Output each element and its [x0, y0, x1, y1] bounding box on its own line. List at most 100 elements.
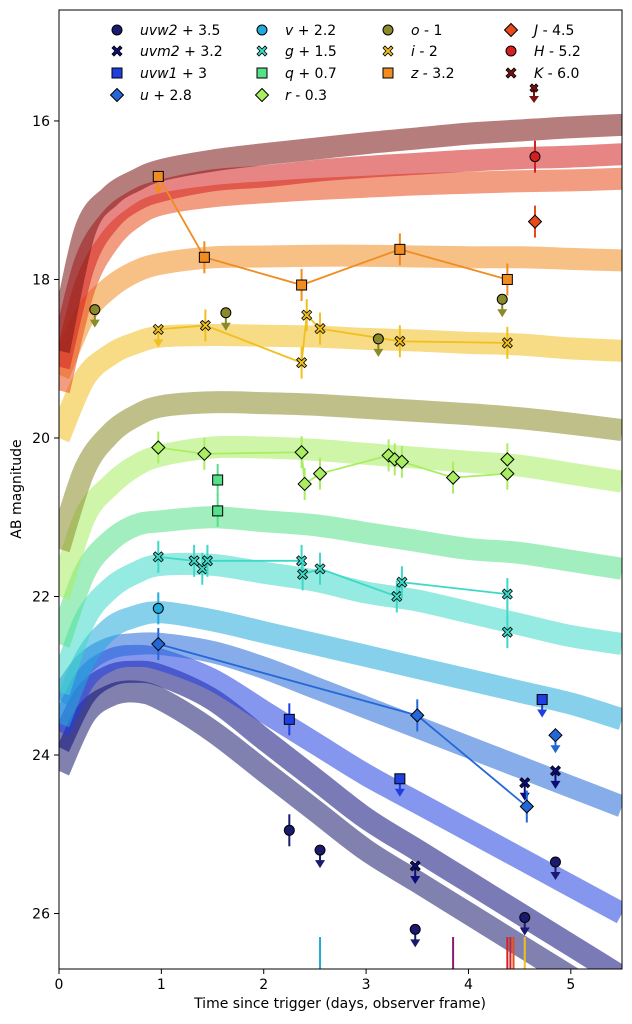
- point-v-2-2-0: [152, 602, 164, 614]
- legend-k-6-0-symbol: [505, 67, 517, 79]
- model-band-h-5-2: [59, 143, 622, 370]
- legend-v-2-2-symbol: [256, 24, 268, 36]
- observation-markers: [319, 937, 526, 969]
- y-tick-label-24: 24: [32, 748, 50, 764]
- point-g-1-5-8: [396, 576, 408, 588]
- point-i-2-4-mark: [394, 335, 406, 347]
- legend-o-1-symbol-mark: [382, 24, 394, 36]
- point-q-0-7-1: [212, 505, 224, 517]
- legend-k-6-0-symbol-mark: [505, 67, 517, 79]
- point-u-2-8-1-mark: [410, 708, 425, 723]
- limit-arrow-uvw2-3-5-0: [315, 860, 326, 869]
- point-i-2-0-mark: [199, 319, 211, 332]
- limit-arrow-o-1-0: [89, 319, 100, 328]
- limit-point-o-1-2: [372, 333, 384, 345]
- point-g-1-5-5: [297, 568, 309, 580]
- point-r-0-3-4-mark: [312, 466, 328, 481]
- point-v-2-2-0-mark: [152, 602, 164, 614]
- point-z-3-2-3: [501, 273, 513, 285]
- limit-point-o-1-1-mark: [220, 307, 232, 319]
- point-g-1-5-7: [391, 590, 403, 603]
- limit-point-uvw1-3-0: [394, 773, 406, 785]
- x-tick-label-4: 4: [464, 977, 473, 993]
- point-j-4-5-0: [527, 214, 543, 229]
- point-uvw2-3-5-0-mark: [283, 824, 295, 836]
- point-i-2-3: [314, 323, 326, 335]
- legend-uvw1-3-label: uvw1 + 3: [140, 66, 207, 82]
- limit-point-uvw2-3-5-1: [409, 923, 421, 935]
- point-g-1-5-0: [152, 551, 164, 563]
- limit-point-uvw1-3-0-mark: [394, 773, 406, 785]
- model-bands: [59, 113, 622, 969]
- point-q-0-7-0: [212, 474, 224, 486]
- legend-uvw2-3-5-symbol: [111, 24, 123, 36]
- limit-point-o-1-1: [220, 307, 232, 319]
- y-tick-label-20: 20: [32, 431, 50, 447]
- point-j-4-5-0-mark: [527, 214, 543, 229]
- point-g-1-5-8-mark: [396, 576, 408, 588]
- limit-point-uvw2-3-5-2: [519, 911, 531, 923]
- model-band-uvm2-3-2: [59, 660, 622, 969]
- limit-point-uvw2-3-5-0: [314, 844, 326, 856]
- y-tick-label-18: 18: [32, 272, 50, 288]
- point-i-2-5-mark: [501, 337, 513, 349]
- point-i-2-2-mark: [301, 309, 313, 321]
- limit-point-i-2-0-mark: [152, 323, 164, 335]
- legend-uvw1-3-symbol: [111, 67, 123, 79]
- legend-j-4-5-symbol: [503, 22, 519, 38]
- legend-g-1-5-symbol-mark: [256, 45, 268, 57]
- x-tick-label-1: 1: [157, 977, 166, 993]
- legend-i-2-label: i - 2: [411, 44, 438, 60]
- legend-uvm2-3-2-symbol: [111, 45, 123, 57]
- legend-v-2-2-label: v + 2.2: [285, 23, 336, 39]
- limit-arrow-o-1-1: [220, 322, 231, 331]
- point-r-0-3-2: [294, 445, 309, 460]
- limit-point-uvm2-3-2-0: [409, 860, 421, 872]
- limit-point-o-1-3-mark: [496, 293, 508, 305]
- limit-point-uvm2-3-2-1: [519, 777, 531, 789]
- legend-uvm2-3-2-label: uvm2 + 3.2: [140, 44, 223, 60]
- point-z-3-2-2-mark: [394, 243, 406, 255]
- limit-arrow-o-1-2: [373, 348, 384, 357]
- point-g-1-5-0-mark: [152, 551, 164, 563]
- point-g-1-5-10: [501, 626, 513, 638]
- limit-point-i-2-0: [152, 323, 164, 335]
- point-r-0-3-1-mark: [197, 446, 212, 462]
- point-r-0-3-4: [312, 466, 328, 481]
- point-g-1-5-9-mark: [501, 588, 513, 600]
- point-z-3-2-1: [296, 279, 308, 291]
- point-z-3-2-3-mark: [501, 273, 513, 285]
- limit-point-uvw2-3-5-3: [549, 856, 561, 868]
- limit-point-u-2-8-0: [548, 727, 563, 743]
- limit-point-o-1-3: [496, 293, 508, 305]
- point-i-2-0: [199, 319, 211, 332]
- limit-point-z-3-2-0: [152, 170, 164, 182]
- limit-point-uvm2-3-2-2: [549, 765, 562, 777]
- limit-point-uvm2-3-2-2-mark: [549, 765, 562, 777]
- legend-i-2-symbol: [382, 45, 394, 57]
- point-u-2-8-0-mark: [151, 636, 166, 652]
- limit-arrow-uvw2-3-5-1: [410, 939, 421, 948]
- point-uvw2-3-5-0: [283, 824, 295, 836]
- limit-arrow-uvm2-3-2-0: [410, 875, 421, 884]
- point-g-1-5-10-mark: [501, 626, 513, 638]
- legend: uvw2 + 3.5 uvm2 + 3.2 uvw1 + 3 u + 2.8 v + 2…: [109, 22, 581, 104]
- legend-z-3-2-symbol-mark: [382, 67, 394, 79]
- limit-point-uvw2-3-5-1-mark: [409, 923, 421, 935]
- legend-z-3-2-symbol: [382, 67, 394, 79]
- point-q-0-7-0-mark: [212, 474, 224, 486]
- y-tick-label-26: 26: [32, 907, 50, 923]
- data-points: [89, 140, 563, 948]
- model-band-k-6-0: [59, 113, 622, 354]
- legend-g-1-5-symbol: [256, 45, 268, 57]
- model-band-u-2-8: [59, 632, 622, 817]
- legend-h-5-2-symbol-mark: [505, 45, 517, 57]
- limit-point-o-1-2-mark: [372, 333, 384, 345]
- point-r-0-3-7-mark: [394, 454, 410, 469]
- plot-frame: [58, 9, 623, 970]
- point-g-1-5-6: [314, 563, 326, 575]
- legend-r-0-3-symbol: [254, 87, 270, 103]
- point-z-3-2-2: [394, 243, 406, 255]
- point-g-1-5-4: [296, 555, 308, 567]
- legend-v-2-2-symbol-mark: [256, 24, 268, 36]
